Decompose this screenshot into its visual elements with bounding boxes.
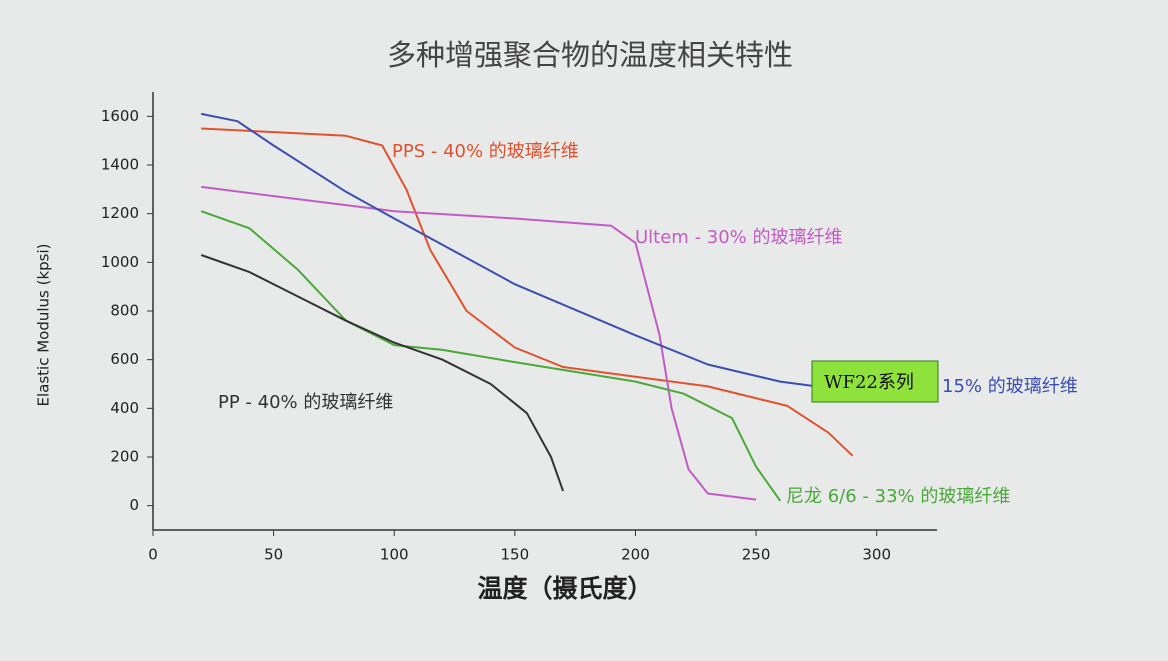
series-label: PP - 40% 的玻璃纤维 (218, 392, 393, 413)
series-label: PPS - 40% 的玻璃纤维 (392, 141, 579, 162)
y-axis-label: Elastic Modulus (kpsi) (35, 243, 53, 406)
y-tick-label: 600 (110, 350, 139, 368)
x-tick-label: 250 (742, 546, 771, 564)
series-line (200, 254, 565, 492)
y-tick-label: 1400 (101, 156, 139, 174)
y-tick-label: 1200 (101, 204, 139, 222)
x-tick-label: 50 (264, 546, 283, 564)
series-label: Ultem - 30% 的玻璃纤维 (635, 227, 843, 248)
series-line (201, 185, 757, 501)
y-tick-label: 1000 (101, 253, 139, 271)
y-tick-label: 0 (129, 496, 139, 514)
x-tick-label: 300 (862, 546, 891, 564)
x-tick-label: 150 (501, 546, 530, 564)
series-label: 15% 的玻璃纤维 (942, 376, 1078, 397)
x-tick-label: 200 (621, 546, 650, 564)
series-line (201, 112, 817, 388)
annotation: WF22系列 (824, 372, 914, 393)
y-tick-label: 200 (110, 448, 139, 466)
y-tick-label: 400 (110, 399, 139, 417)
y-tick-label: 800 (110, 302, 139, 320)
series-line (201, 127, 854, 457)
x-tick-label: 0 (148, 546, 158, 564)
series-label: 尼龙 6/6 - 33% 的玻璃纤维 (786, 486, 1010, 507)
x-axis-label: 温度（摄氏度） (477, 574, 652, 603)
y-tick-label: 1600 (101, 107, 139, 125)
annotation-rect (811, 360, 939, 403)
chart-title: 多种增强聚合物的温度相关特性 (387, 38, 793, 72)
x-tick-label: 100 (380, 546, 409, 564)
series-line (200, 210, 782, 502)
annotation-box: WF22系列 (811, 360, 939, 403)
